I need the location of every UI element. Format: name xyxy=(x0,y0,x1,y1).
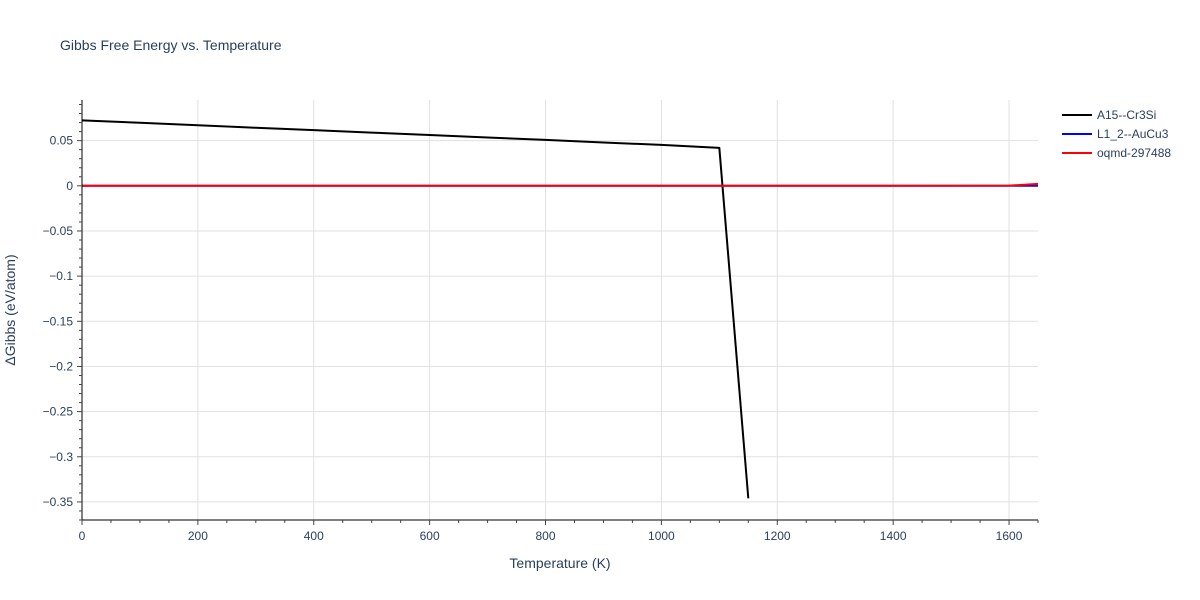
x-tick-label: 800 xyxy=(535,529,555,543)
legend-label: A15--Cr3Si xyxy=(1097,108,1156,122)
x-tick-label: 0 xyxy=(79,529,86,543)
x-tick-label: 200 xyxy=(188,529,208,543)
x-axis-title: Temperature (K) xyxy=(509,555,610,571)
x-tick-label: 1000 xyxy=(648,529,675,543)
series-line xyxy=(81,119,750,499)
x-tick-label: 1600 xyxy=(996,529,1023,543)
x-tick-label: 600 xyxy=(420,529,440,543)
legend-label: L1_2--AuCu3 xyxy=(1097,127,1169,141)
x-tick-label: 400 xyxy=(304,529,324,543)
y-tick-label: −0.1 xyxy=(49,269,73,283)
series-layer xyxy=(81,119,1039,499)
y-tick-label: 0.05 xyxy=(50,134,74,148)
axes: 0 200 400 600 800 1000 1200 1400 1600 0.05 0 −0.05 −… xyxy=(43,100,1039,543)
chart-title: Gibbs Free Energy vs. Temperature xyxy=(60,37,282,53)
y-tick-label: −0.15 xyxy=(43,314,74,328)
legend: A15--Cr3Si L1_2--AuCu3 oqmd-297488 xyxy=(1062,108,1171,160)
y-tick-label: 0 xyxy=(66,179,73,193)
y-tick-label: −0.25 xyxy=(43,405,74,419)
y-tick-label: −0.05 xyxy=(43,224,74,238)
grid xyxy=(82,100,1038,520)
y-tick-label: −0.35 xyxy=(43,495,74,509)
y-tick-label: −0.2 xyxy=(49,359,73,373)
y-tick-label: −0.3 xyxy=(49,450,73,464)
x-tick-label: 1200 xyxy=(764,529,791,543)
x-tick-label: 1400 xyxy=(880,529,907,543)
y-axis-title: ΔGibbs (eV/atom) xyxy=(2,254,18,365)
legend-label: oqmd-297488 xyxy=(1097,146,1171,160)
series-line xyxy=(82,182,1039,187)
